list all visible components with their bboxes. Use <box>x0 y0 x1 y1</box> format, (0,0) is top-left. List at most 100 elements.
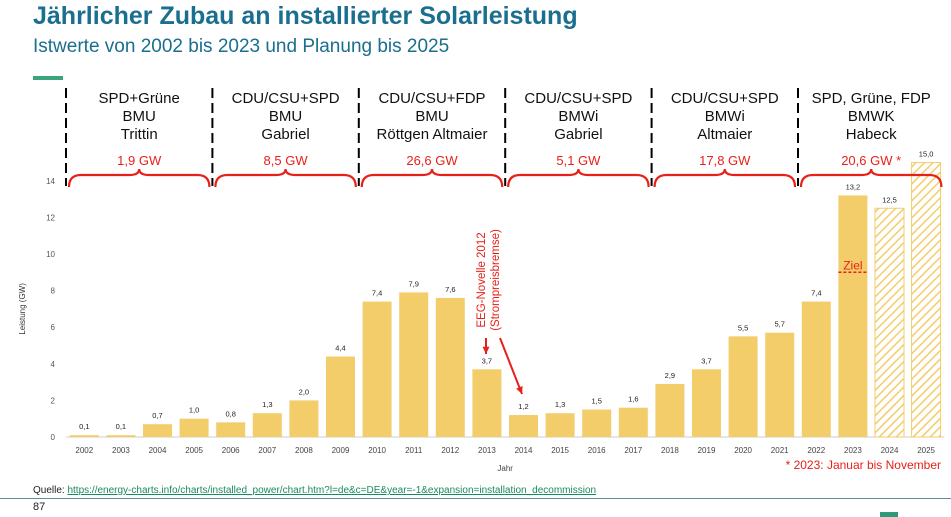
value-label-2004: 0,7 <box>152 411 162 420</box>
value-label-2022: 7,4 <box>811 289 821 298</box>
x-tick-label-2007: 2007 <box>258 446 276 455</box>
bar-2004 <box>143 424 172 437</box>
value-label-2015: 1,3 <box>555 400 565 409</box>
period-header-line: Trittin <box>121 126 158 143</box>
bar-2003 <box>106 435 136 437</box>
source-note: Quelle: https://energy-charts.info/chart… <box>33 485 596 496</box>
x-tick-label-2004: 2004 <box>149 446 167 455</box>
x-tick-label-2006: 2006 <box>222 446 240 455</box>
bar-2024 <box>874 207 905 438</box>
x-tick-label-2009: 2009 <box>332 446 350 455</box>
x-tick-label-2016: 2016 <box>588 446 606 455</box>
x-tick-label-2018: 2018 <box>661 446 679 455</box>
period-header-line: CDU/CSU+SPD <box>524 90 632 107</box>
x-axis-label: Jahr <box>497 464 513 473</box>
eeg-note-line1: EEG-Novelle 2012 <box>476 232 488 327</box>
x-tick-label-2021: 2021 <box>771 446 789 455</box>
bar-2014 <box>509 415 538 437</box>
period-total: 17,8 GW <box>699 153 751 168</box>
period-header-line: Gabriel <box>261 126 309 143</box>
value-label-2008: 2,0 <box>299 387 309 396</box>
x-tick-label-2024: 2024 <box>881 446 899 455</box>
period-header-line: CDU/CSU+SPD <box>671 90 779 107</box>
period-header-line: CDU/CSU+FDP <box>378 90 485 107</box>
bar-2017 <box>618 407 648 437</box>
period-header-line: Gabriel <box>554 126 602 143</box>
bar-2013 <box>472 369 502 437</box>
x-tick-label-2017: 2017 <box>624 446 642 455</box>
value-label-2012: 7,6 <box>445 285 455 294</box>
page-number: 87 <box>33 501 46 513</box>
period-brace <box>653 168 797 188</box>
y-tick-label: 4 <box>51 360 56 369</box>
bar-2023 <box>838 195 868 437</box>
footnote: * 2023: Januar bis November <box>786 458 941 472</box>
eeg-arrow-2014-head <box>516 386 523 394</box>
value-label-2017: 1,6 <box>628 395 638 404</box>
bar-2012 <box>435 297 465 437</box>
corner-logo-mark <box>880 512 898 517</box>
period-header-line: Altmaier <box>697 126 752 143</box>
period-total: 5,1 GW <box>556 153 601 168</box>
bar-2006 <box>216 422 246 437</box>
y-tick-label: 6 <box>51 323 56 332</box>
source-link[interactable]: https://energy-charts.info/charts/instal… <box>67 485 597 496</box>
value-label-2019: 3,7 <box>701 356 711 365</box>
bar-2005 <box>179 418 209 437</box>
period-header-line: SPD, Grüne, FDP <box>812 90 931 107</box>
x-tick-label-2022: 2022 <box>807 446 825 455</box>
period-header-line: SPD+Grüne <box>99 90 180 107</box>
bar-2022 <box>801 301 831 437</box>
value-label-2024: 12,5 <box>882 195 897 204</box>
y-tick-label: 8 <box>51 287 56 296</box>
period-header-line: BMWi <box>558 108 598 125</box>
bar-2011 <box>399 292 429 437</box>
bar-2007 <box>252 413 282 437</box>
value-label-2016: 1,5 <box>591 397 601 406</box>
value-label-2011: 7,9 <box>408 279 418 288</box>
x-tick-label-2012: 2012 <box>441 446 459 455</box>
value-label-2005: 1,0 <box>189 406 199 415</box>
period-total: 20,6 GW * <box>841 153 901 168</box>
x-tick-label-2002: 2002 <box>75 446 93 455</box>
x-tick-label-2019: 2019 <box>698 446 716 455</box>
period-header-line: BMU <box>123 108 156 125</box>
value-label-2002: 0,1 <box>79 422 89 431</box>
period-total: 8,5 GW <box>264 153 309 168</box>
value-label-2007: 1,3 <box>262 400 272 409</box>
period-header-line: BMU <box>415 108 448 125</box>
x-tick-label-2020: 2020 <box>734 446 752 455</box>
source-prefix: Quelle: <box>33 485 68 496</box>
value-label-2018: 2,9 <box>665 371 675 380</box>
bar-2016 <box>582 409 612 437</box>
period-total: 26,6 GW <box>406 153 458 168</box>
period-brace <box>214 168 357 188</box>
x-tick-label-2005: 2005 <box>185 446 203 455</box>
period-header-line: BMWK <box>848 108 895 125</box>
bar-2020 <box>728 336 758 437</box>
value-label-2010: 7,4 <box>372 289 382 298</box>
period-header-line: BMU <box>269 108 302 125</box>
value-label-2006: 0,8 <box>225 409 235 418</box>
period-brace <box>799 168 943 188</box>
chart-bars: 0,1 2002 0,1 2003 0,7 2004 1,0 2005 0,8 2006 1,3 20… <box>69 150 942 455</box>
bar-2025 <box>911 162 942 438</box>
x-tick-label-2013: 2013 <box>478 446 496 455</box>
slide-subtitle: Istwerte von 2002 bis 2023 und Planung b… <box>33 36 450 57</box>
period-brace <box>67 168 211 188</box>
value-label-2025: 15,0 <box>919 150 934 159</box>
x-tick-label-2025: 2025 <box>917 446 935 455</box>
chart-axes: 0 2 4 6 8 10 12 14 Leistung (GW) Jahr <box>18 177 945 473</box>
value-label-2003: 0,1 <box>116 422 126 431</box>
bar-2019 <box>692 369 721 437</box>
x-tick-label-2011: 2011 <box>405 446 423 455</box>
period-total: 1,9 GW <box>117 153 162 168</box>
y-tick-label: 2 <box>51 396 56 405</box>
period-header-line: CDU/CSU+SPD <box>232 90 340 107</box>
footer-divider <box>0 498 951 499</box>
x-tick-label-2010: 2010 <box>368 446 386 455</box>
x-tick-label-2023: 2023 <box>844 446 862 455</box>
value-label-2020: 5,5 <box>738 323 748 332</box>
value-label-2023: 13,2 <box>846 182 861 191</box>
